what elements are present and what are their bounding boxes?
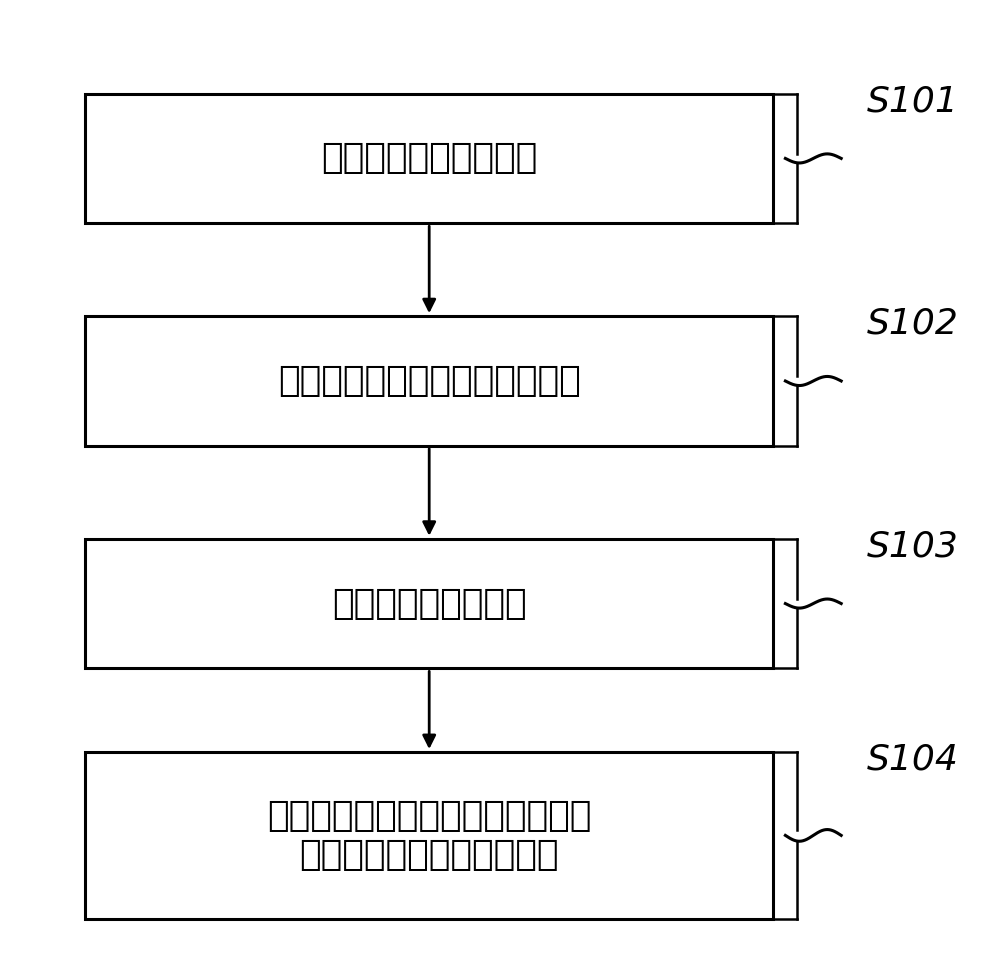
FancyBboxPatch shape [85, 316, 773, 446]
FancyBboxPatch shape [85, 94, 773, 223]
Text: S104: S104 [866, 743, 958, 777]
Text: 根据机器人状态信息和商品特征信
息调度机器人进行订单配送: 根据机器人状态信息和商品特征信 息调度机器人进行订单配送 [267, 799, 591, 872]
Text: S103: S103 [866, 529, 958, 563]
Text: S102: S102 [866, 307, 958, 341]
Text: S101: S101 [866, 84, 958, 118]
FancyBboxPatch shape [85, 539, 773, 668]
Text: 根据订单信息得到商品特征信息: 根据订单信息得到商品特征信息 [278, 364, 581, 398]
Text: 获取机器人状态信息: 获取机器人状态信息 [332, 586, 527, 620]
Text: 获取待配送的订单信息: 获取待配送的订单信息 [321, 141, 537, 176]
FancyBboxPatch shape [85, 752, 773, 919]
